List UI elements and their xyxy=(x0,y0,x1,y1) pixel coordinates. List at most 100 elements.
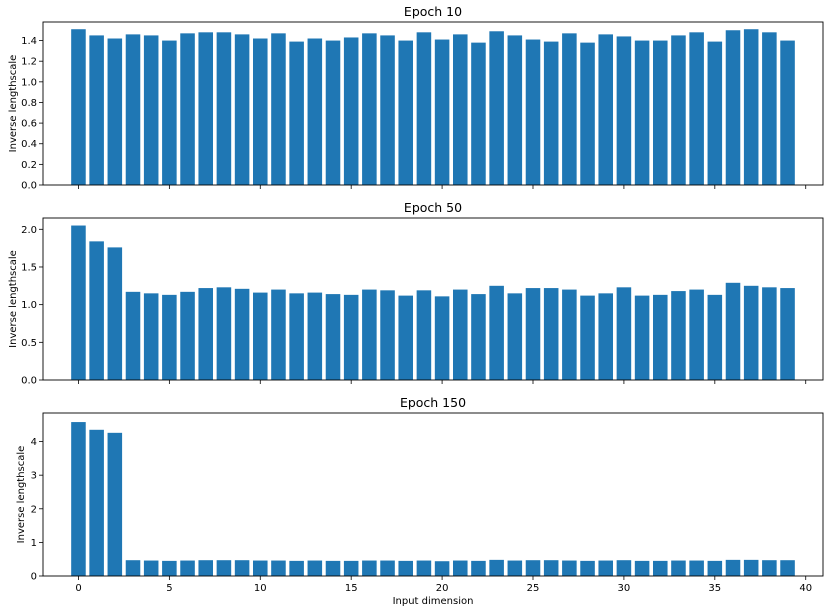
bar xyxy=(671,35,686,185)
y-tick-label: 1.2 xyxy=(21,57,37,68)
y-tick-label: 4 xyxy=(31,437,37,448)
bar xyxy=(216,560,232,576)
bar xyxy=(725,559,741,576)
bar xyxy=(416,32,432,185)
bar xyxy=(653,40,668,185)
bar xyxy=(762,32,777,185)
bar xyxy=(762,560,777,576)
axes-frame xyxy=(42,21,824,186)
bar xyxy=(743,285,759,380)
y-tick-label: 0.8 xyxy=(21,98,37,109)
y-tick-label: 1.5 xyxy=(21,263,37,274)
y-axis-label: Inverse lengthscale xyxy=(8,55,19,153)
y-tick-label: 0.0 xyxy=(21,181,37,192)
y-tick-label: 1 xyxy=(31,538,37,549)
bar xyxy=(234,288,250,380)
bar xyxy=(271,289,286,380)
bar xyxy=(416,560,432,576)
bar xyxy=(343,294,359,380)
bar xyxy=(725,30,741,185)
bar xyxy=(198,560,213,576)
bar xyxy=(434,39,450,185)
x-tick-label: 10 xyxy=(254,583,267,594)
y-axis-label: Inverse lengthscale xyxy=(16,446,27,544)
bar xyxy=(289,41,304,185)
x-tick-label: 40 xyxy=(799,583,812,594)
bar xyxy=(71,29,86,185)
bar xyxy=(125,34,141,185)
axes-frame xyxy=(42,412,824,577)
bar xyxy=(434,296,450,380)
bar xyxy=(362,289,377,380)
bar xyxy=(671,291,686,380)
bar xyxy=(343,560,359,576)
y-tick-label: 0 xyxy=(31,572,37,583)
bar xyxy=(543,288,559,380)
bar xyxy=(580,295,595,380)
bar xyxy=(543,560,559,576)
bar xyxy=(325,294,341,380)
y-tick-label: 0.2 xyxy=(21,160,37,171)
x-tick-label: 35 xyxy=(708,583,721,594)
bar xyxy=(634,560,650,576)
bar xyxy=(325,560,341,576)
bar xyxy=(525,288,541,380)
bar xyxy=(71,422,86,576)
bar xyxy=(780,40,795,185)
x-tick-label: 15 xyxy=(345,583,358,594)
bar xyxy=(362,33,377,185)
axes-frame xyxy=(42,217,824,381)
bar xyxy=(325,40,341,185)
bar xyxy=(562,33,577,185)
bar xyxy=(289,560,304,576)
bar xyxy=(380,560,395,576)
x-tick-label: 20 xyxy=(436,583,449,594)
bar xyxy=(707,294,723,380)
y-tick-label: 0.0 xyxy=(21,376,37,387)
y-axis-label: Inverse lengthscale xyxy=(8,250,19,348)
bar xyxy=(471,42,486,185)
bar xyxy=(198,288,213,380)
bar xyxy=(616,36,632,185)
bar xyxy=(89,241,104,380)
bar xyxy=(653,294,668,380)
bar xyxy=(671,560,686,576)
bar xyxy=(107,38,123,186)
y-tick-label: 0.6 xyxy=(21,119,37,130)
bar xyxy=(434,561,450,576)
bar xyxy=(89,429,104,576)
bar xyxy=(453,289,468,380)
y-tick-label: 2 xyxy=(31,504,37,515)
bar xyxy=(362,560,377,576)
bar xyxy=(271,560,286,576)
bar xyxy=(343,37,359,185)
x-tick-label: 25 xyxy=(527,583,540,594)
bar xyxy=(453,560,468,576)
chart-title: Epoch 10 xyxy=(404,4,462,19)
bar xyxy=(580,42,595,185)
bar xyxy=(507,35,523,185)
bar xyxy=(398,560,413,576)
bar xyxy=(89,35,104,185)
bar xyxy=(71,225,86,380)
bar xyxy=(743,559,759,576)
bar xyxy=(616,287,632,380)
bar xyxy=(307,38,323,186)
bar xyxy=(743,29,759,185)
x-tick-label: 0 xyxy=(75,583,81,594)
bar xyxy=(107,247,123,380)
bar xyxy=(707,41,723,185)
bar xyxy=(634,295,650,380)
bar xyxy=(543,41,559,185)
bar xyxy=(307,292,323,380)
bar xyxy=(453,34,468,185)
bar xyxy=(107,432,123,576)
chart-panel-2: Epoch 50 0.0 0.5 1.0 1.5 2.0 Inverse lengthsca… xyxy=(8,200,824,387)
bar xyxy=(489,31,504,186)
bar xyxy=(780,288,795,380)
y-tick-label: 0.5 xyxy=(21,338,37,349)
bar xyxy=(725,282,741,380)
bar xyxy=(598,34,613,185)
bar xyxy=(143,35,159,185)
